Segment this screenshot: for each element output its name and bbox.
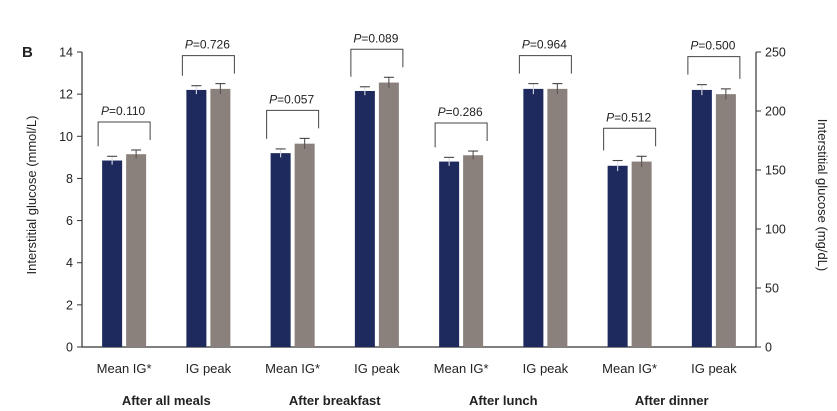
y-left-tick-label: 2 bbox=[66, 298, 73, 312]
y-left-tick-label: 12 bbox=[59, 88, 73, 102]
category-label: IG peak bbox=[523, 361, 569, 376]
category-label: IG peak bbox=[691, 361, 737, 376]
significance-bracket bbox=[687, 56, 741, 79]
p-symbol: P bbox=[269, 92, 277, 106]
p-value: =0.726 bbox=[193, 38, 230, 52]
group-label: After lunch bbox=[469, 393, 538, 408]
y-left-tick-label: 0 bbox=[66, 341, 73, 355]
bar bbox=[354, 90, 375, 347]
y-left-tick-label: 6 bbox=[66, 214, 73, 228]
group-label: After dinner bbox=[635, 393, 709, 408]
y-left-tick-label: 14 bbox=[59, 46, 73, 60]
bar bbox=[547, 88, 568, 347]
y-left-tick-label: 10 bbox=[59, 130, 73, 144]
bar bbox=[715, 94, 736, 348]
p-value: =0.057 bbox=[277, 92, 314, 106]
category-label: Mean IG* bbox=[265, 361, 320, 376]
p-symbol: P bbox=[522, 38, 530, 52]
bar bbox=[294, 143, 315, 347]
p-value: =0.110 bbox=[109, 104, 145, 118]
bars-layer bbox=[97, 48, 741, 348]
bar bbox=[607, 165, 628, 347]
bar bbox=[186, 89, 207, 347]
y-right-tick-label: 100 bbox=[765, 223, 786, 237]
p-value-label: P=0.726 bbox=[185, 38, 230, 52]
y-right-tick-label: 0 bbox=[765, 341, 772, 355]
p-value: =0.500 bbox=[698, 39, 735, 53]
p-value-label: P=0.286 bbox=[438, 105, 483, 119]
p-symbol: P bbox=[438, 105, 446, 119]
bar bbox=[270, 153, 291, 347]
group-label: After breakfast bbox=[289, 393, 381, 408]
p-value: =0.512 bbox=[614, 110, 651, 124]
y-right-tick-label: 250 bbox=[765, 46, 786, 60]
p-symbol: P bbox=[185, 38, 193, 52]
significance-bracket bbox=[266, 109, 320, 139]
y-right-tick-label: 50 bbox=[765, 282, 779, 296]
bar bbox=[102, 160, 123, 347]
p-symbol: P bbox=[101, 104, 109, 118]
p-value: =0.964 bbox=[530, 38, 567, 52]
significance-bracket bbox=[434, 122, 488, 148]
p-symbol: P bbox=[606, 110, 614, 124]
p-value-label: P=0.500 bbox=[690, 39, 735, 53]
panel-label: B bbox=[22, 44, 33, 61]
p-value-label: P=0.964 bbox=[522, 38, 567, 52]
significance-bracket bbox=[350, 48, 404, 77]
p-symbol: P bbox=[353, 31, 361, 45]
category-label: IG peak bbox=[354, 361, 400, 376]
bar bbox=[126, 154, 147, 347]
significance-bracket bbox=[181, 55, 235, 76]
y-right-tick-label: 200 bbox=[765, 105, 786, 119]
p-value-label: P=0.512 bbox=[606, 110, 651, 124]
significance-bracket bbox=[518, 55, 572, 74]
p-symbol: P bbox=[690, 39, 698, 53]
significance-bracket bbox=[97, 121, 151, 147]
bar bbox=[631, 161, 652, 347]
axes-layer bbox=[77, 51, 761, 348]
group-label: After all meals bbox=[122, 393, 211, 408]
significance-bracket bbox=[603, 127, 657, 151]
category-label: Mean IG* bbox=[434, 361, 489, 376]
bar bbox=[378, 82, 399, 347]
y-left-tick-label: 8 bbox=[66, 172, 73, 186]
bar bbox=[691, 89, 712, 347]
p-value: =0.286 bbox=[446, 105, 483, 119]
y-left-tick-label: 4 bbox=[66, 256, 73, 270]
category-label: Mean IG* bbox=[602, 361, 657, 376]
p-value-label: P=0.089 bbox=[353, 31, 398, 45]
category-label: Mean IG* bbox=[97, 361, 152, 376]
p-value-label: P=0.057 bbox=[269, 92, 314, 106]
category-label: IG peak bbox=[186, 361, 232, 376]
y-axis-right-title: Interstitial glucose (mg/dL) bbox=[815, 119, 830, 271]
p-value: =0.089 bbox=[361, 31, 398, 45]
p-value-label: P=0.110 bbox=[101, 104, 145, 118]
bar bbox=[439, 161, 460, 347]
y-right-tick-label: 150 bbox=[765, 164, 786, 178]
bar bbox=[210, 88, 231, 347]
y-axis-left-title: Interstitial glucose (mmol/L) bbox=[24, 116, 39, 275]
bar bbox=[463, 155, 484, 347]
bar bbox=[523, 88, 544, 347]
